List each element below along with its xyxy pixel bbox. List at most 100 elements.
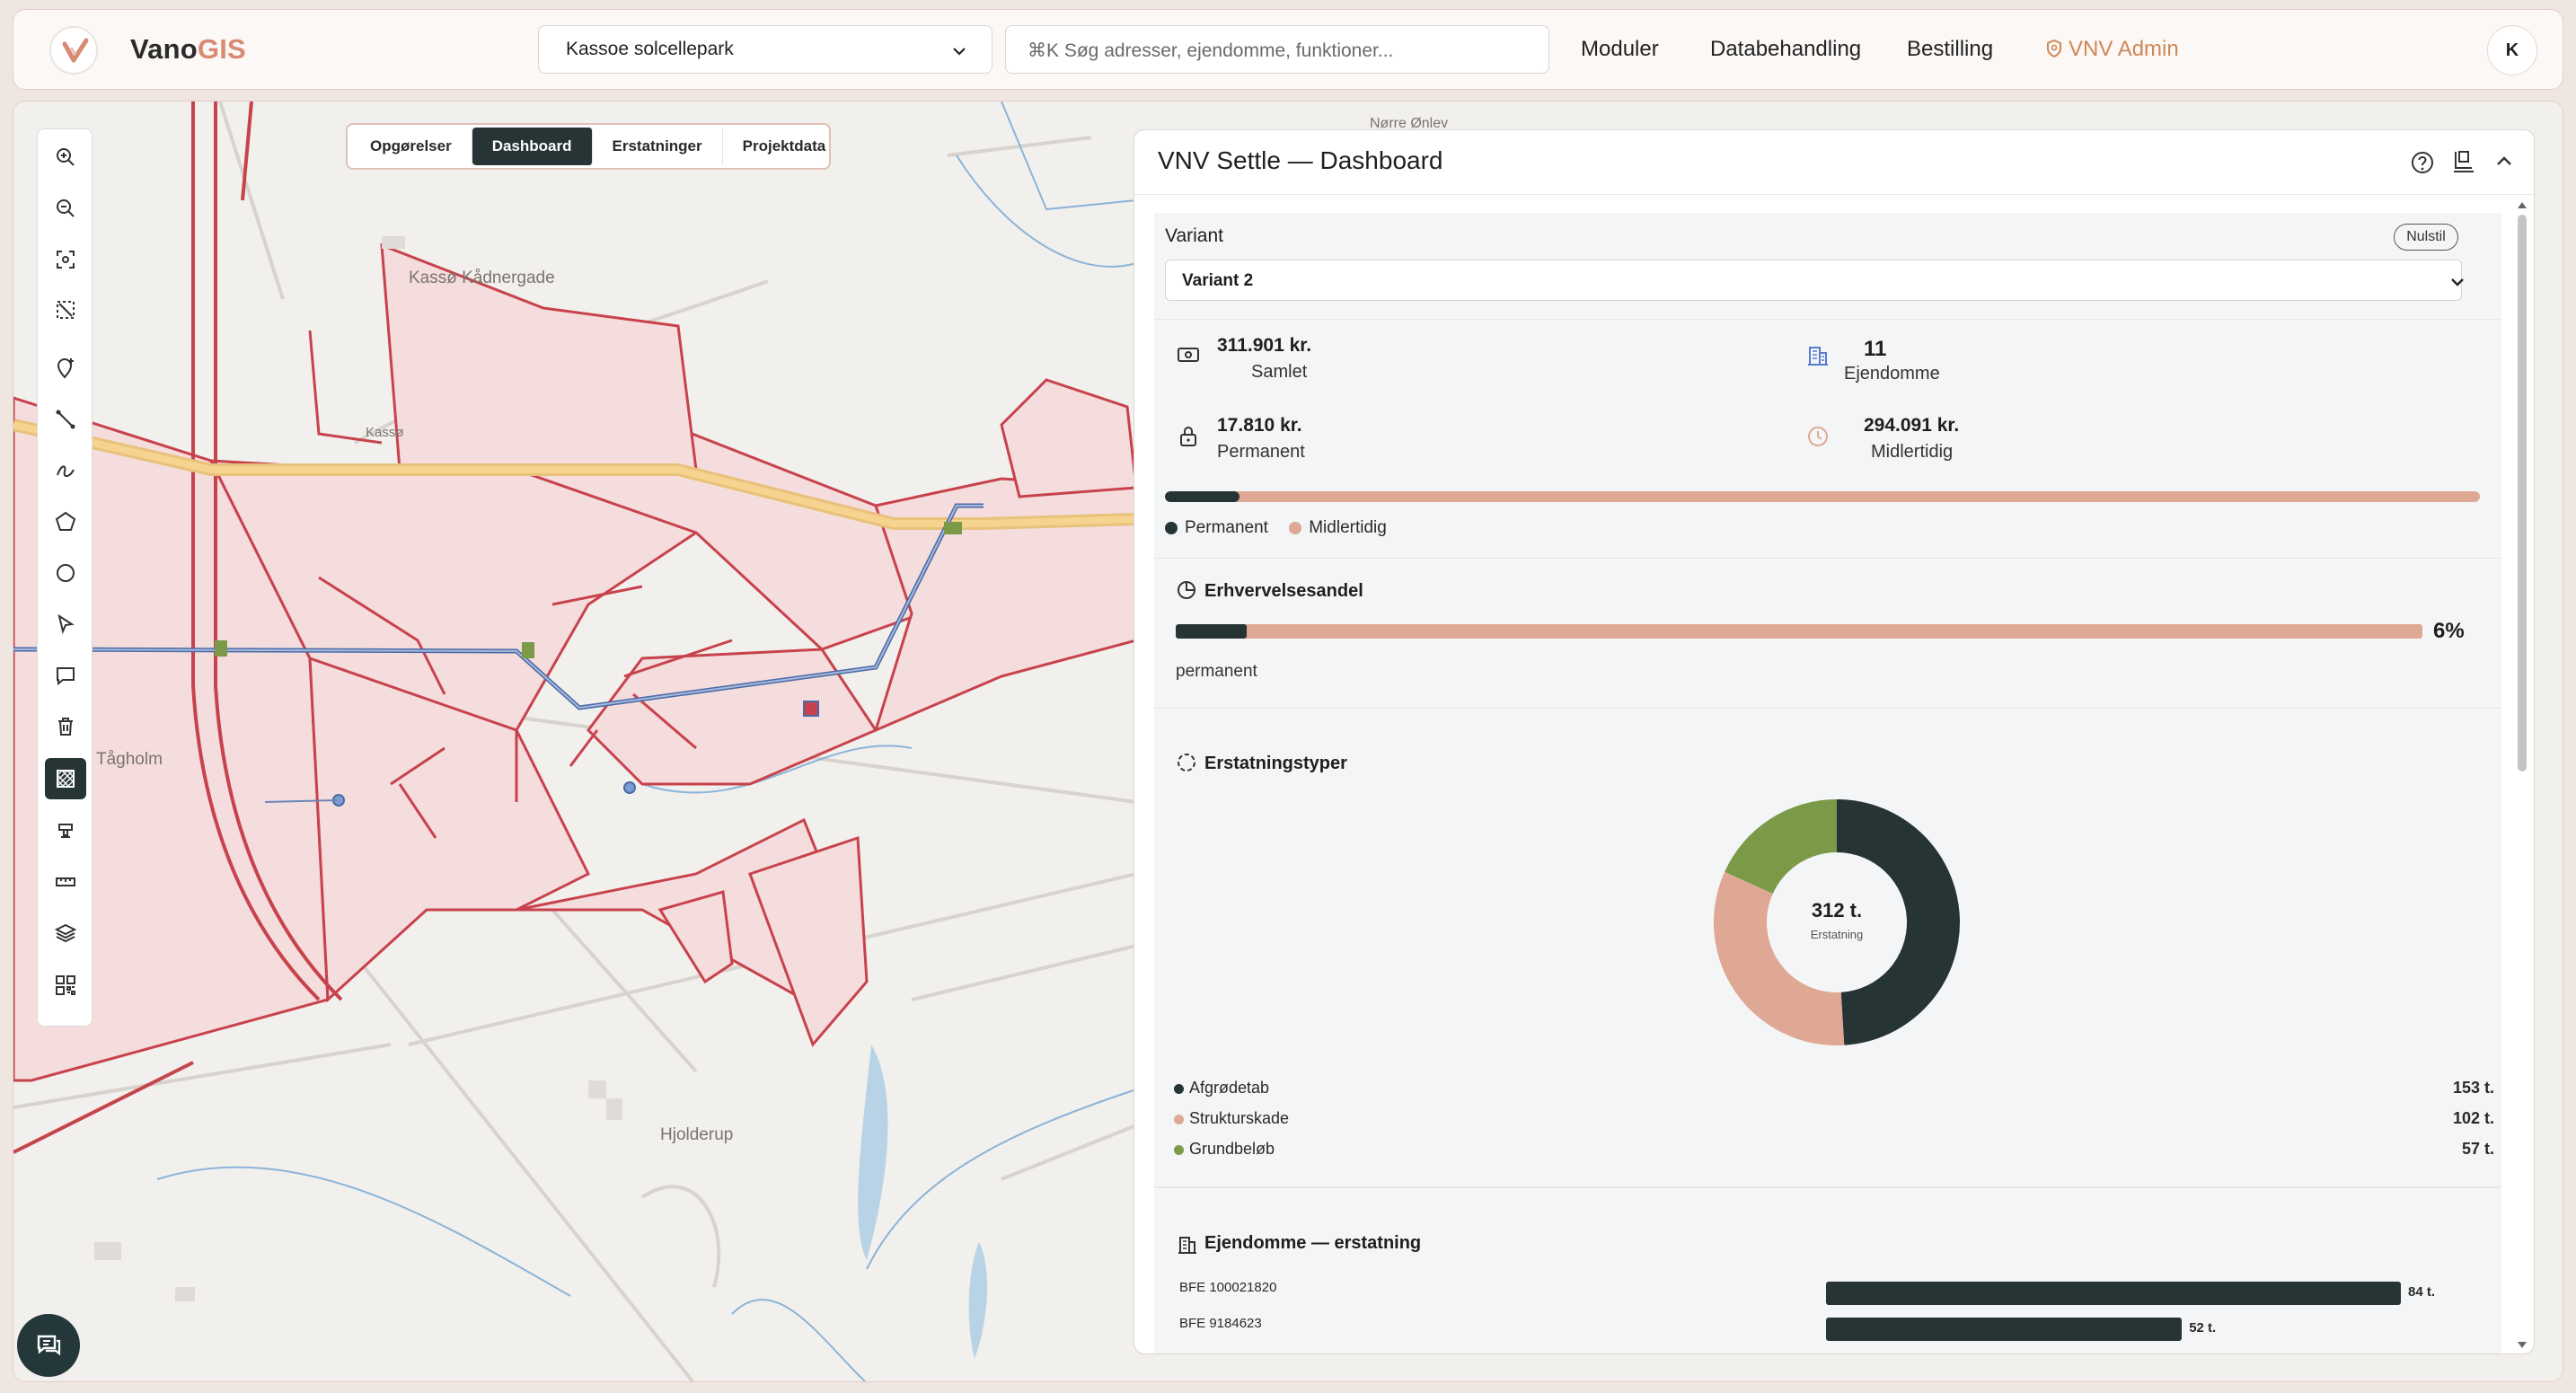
property-row[interactable]: BFE 9184623 52 t. [1179,1316,2491,1343]
qr-icon[interactable] [45,965,86,1006]
donut-center-value: 312 t. [1811,899,1863,921]
tab-dashboard[interactable]: Dashboard [472,128,593,165]
acquisition-bar-fill [1176,624,1248,639]
lock-icon [1180,427,1196,446]
draw-line-icon[interactable] [45,399,86,440]
clear-selection-icon[interactable] [45,289,86,331]
place-label: Nørre Ønlev [1370,116,1449,131]
tab-erstatninger[interactable]: Erstatninger [593,128,723,165]
logo-icon[interactable] [49,26,98,75]
search-input[interactable]: ⌘K Søg adresser, ejendomme, funktioner..… [1005,25,1549,74]
fit-extent-icon[interactable] [45,239,86,280]
avatar[interactable]: K [2487,25,2537,75]
collapse-icon[interactable] [2494,152,2514,172]
property-bar [1826,1318,2183,1341]
search-placeholder: ⌘K Søg adresser, ejendomme, funktioner..… [1028,40,1394,61]
acquisition-percent: 6% [2433,619,2465,643]
tab-opgorelser[interactable]: Opgørelser [350,128,472,165]
permanent-value: 17.810 kr. [1217,415,1302,436]
total-label: Samlet [1251,362,1308,382]
zoom-in-icon[interactable] [45,137,86,178]
scroll-up-icon[interactable] [2517,200,2527,209]
legend-row-grundbelob: Grundbeløb 57 t. [1174,1140,2494,1167]
nav-bestilling[interactable]: Bestilling [1907,37,1994,61]
zoom-out-icon[interactable] [45,188,86,229]
circle-icon[interactable] [45,552,86,594]
variant-label: Variant [1165,225,1223,246]
chevron-down-icon [2451,278,2464,287]
donut-slice-strukturskade [1714,871,1845,1045]
property-row[interactable]: BFE 100021820 84 t. [1179,1280,2491,1307]
split-bar-permanent [1165,491,1240,502]
variant-select-value: Variant 2 [1182,271,1254,290]
place-label: Kassø Kådnergade [409,269,555,287]
money-icon [1178,348,1199,362]
legend-name: Afgrødetab [1189,1079,1270,1097]
chat-icon [37,1335,61,1356]
project-select-value: Kassoe solcellepark [566,39,734,59]
legend-dot-temporary [1289,521,1302,534]
acquisition-card [1154,558,2501,709]
building-icon [1178,1237,1196,1254]
polygon-icon[interactable] [45,501,86,542]
property-value: 84 t. [2408,1284,2436,1300]
panel-title: VNV Settle — Dashboard [1158,146,1443,174]
split-legend: Permanent Midlertidig [1165,518,1387,538]
donut-slice-afgrødetab [1837,799,1961,1045]
add-point-icon[interactable] [45,348,86,389]
tab-projektdata[interactable]: Projektdata [742,137,826,154]
property-value: 52 t. [2189,1320,2217,1336]
donut-center-label: Erstatning [1810,928,1864,941]
compensation-donut-chart [1714,799,1961,1045]
brand-name: VanoGIS [130,33,246,65]
help-icon[interactable] [2410,150,2435,175]
legend-name: Grundbeløb [1189,1140,1275,1158]
scroll-down-icon[interactable] [2517,1341,2527,1350]
top-bar: VanoGIS Kassoe solcellepark ⌘K Søg adres… [13,9,2563,90]
delete-icon[interactable] [45,706,86,747]
detach-icon[interactable] [2449,148,2476,175]
chat-button[interactable] [17,1314,80,1377]
select-icon[interactable] [45,604,86,645]
place-label: Kassø [366,425,404,440]
variant-select[interactable]: Variant 2 [1165,260,2464,301]
legend-dot [1174,1114,1184,1124]
nav-databehandling[interactable]: Databehandling [1710,37,1862,61]
nav-moduler[interactable]: Moduler [1581,37,1659,61]
acquisition-bar [1176,624,2422,639]
legend-permanent: Permanent [1185,518,1268,537]
scrollbar-thumb[interactable] [2518,215,2527,771]
map-toolbar [37,128,93,1027]
building-icon [1808,347,1828,366]
ruler-icon[interactable] [45,861,86,903]
panel-scrollbar[interactable] [2512,195,2532,1353]
nav-admin-label: VNV Admin [2069,37,2179,61]
reset-button[interactable]: Nulstil [2394,224,2458,251]
layers-icon[interactable] [45,913,86,954]
legend-dot [1174,1144,1184,1155]
project-select[interactable]: Kassoe solcellepark [538,25,992,74]
property-bar [1826,1282,2401,1305]
chevron-down-icon [953,48,966,56]
properties-title: Ejendomme — erstatning [1204,1233,1422,1253]
divider [1154,1186,2501,1188]
grid-layer-icon[interactable] [45,758,86,799]
compensation-types-title: Erstatningstyper [1204,754,1347,773]
property-id: BFE 100021820 [1179,1280,1277,1295]
freehand-icon[interactable] [45,450,86,491]
temporary-value: 294.091 kr. [1864,415,1960,436]
legend-temporary: Midlertidig [1309,518,1387,537]
map-view-tabs: Opgørelser Dashboard Erstatninger Projek… [346,123,831,170]
legend-value: 102 t. [2452,1109,2494,1127]
stamp-icon[interactable] [45,810,86,851]
comment-icon[interactable] [45,655,86,696]
nav-admin[interactable]: VNV Admin [2045,37,2179,62]
panel-content: Variant Nulstil Variant 2 311.901 kr. Sa… [1154,213,2501,1353]
legend-value: 153 t. [2452,1079,2494,1097]
permanent-label: Permanent [1217,442,1305,462]
properties-label: Ejendomme [1844,364,1940,384]
place-label: Hjolderup [660,1125,734,1144]
pie-icon [1178,581,1195,599]
legend-dot-permanent [1165,521,1178,534]
stats-grid [1154,319,2501,477]
